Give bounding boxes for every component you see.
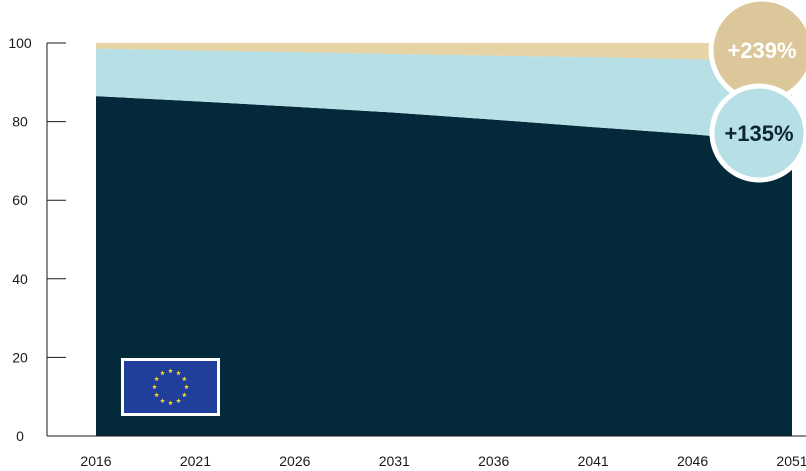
x-tick-label: 2026 — [279, 453, 310, 469]
x-tick-label: 2051 — [776, 453, 806, 469]
growth-label-top: +239% — [727, 38, 796, 63]
flag-star — [160, 398, 165, 403]
y-tick-label: 0 — [16, 428, 24, 444]
y-tick-label: 60 — [12, 192, 28, 208]
y-axis-ticks: 0 20 40 60 80 100 — [8, 35, 66, 444]
area-top — [96, 43, 792, 61]
x-tick-label: 2036 — [478, 453, 509, 469]
flag-star — [176, 398, 181, 403]
eu-flag — [121, 358, 220, 416]
x-tick-label: 2046 — [677, 453, 708, 469]
flag-star — [152, 384, 157, 390]
flag-star — [154, 392, 160, 398]
x-tick-label: 2031 — [379, 453, 410, 469]
area-middle — [96, 48, 792, 144]
y-tick-label: 80 — [12, 114, 28, 130]
flag-star — [160, 370, 165, 376]
flag-star — [181, 376, 187, 382]
flag-star — [181, 392, 187, 398]
flag-star — [168, 400, 173, 406]
stacked-areas — [96, 43, 792, 436]
x-tick-label: 2021 — [180, 453, 211, 469]
y-tick-label: 20 — [12, 349, 28, 365]
growth-annotations: +239% +135% — [708, 0, 806, 183]
x-tick-label: 2016 — [80, 453, 111, 469]
area-base — [96, 96, 792, 436]
growth-label-middle: +135% — [724, 121, 793, 146]
axes — [46, 43, 806, 437]
x-tick-label: 2041 — [578, 453, 609, 469]
flag-star — [168, 368, 173, 374]
y-tick-label: 40 — [12, 271, 28, 287]
flag-star — [154, 376, 160, 382]
flag-star — [184, 384, 189, 390]
x-axis-ticks: 2016 2021 2026 2031 2036 2041 2046 2051 — [80, 453, 806, 469]
growth-bubble-middle — [709, 83, 806, 183]
flag-star — [176, 370, 181, 376]
y-tick-label: 100 — [8, 35, 32, 51]
